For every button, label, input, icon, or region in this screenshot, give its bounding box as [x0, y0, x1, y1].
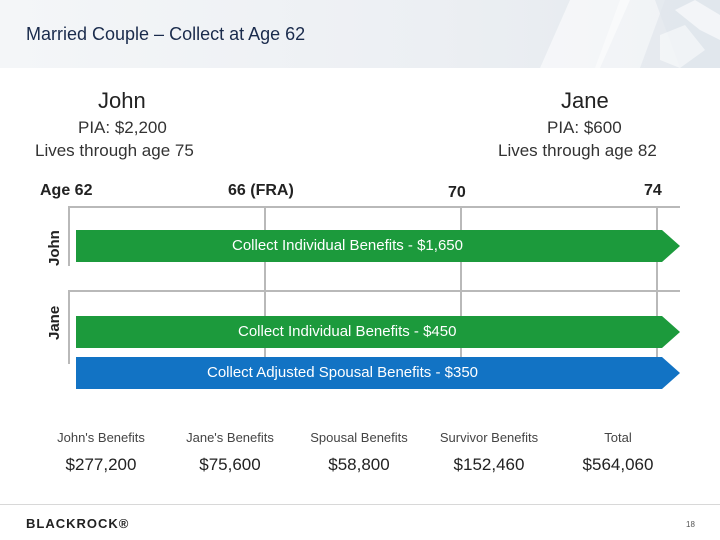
summary-value-spousal: $58,800: [328, 455, 390, 474]
summary-value-total: $564,060: [582, 455, 654, 474]
summary-value-john: $277,200: [65, 455, 137, 474]
summary-label-spousal: Spousal Benefits: [310, 430, 408, 445]
decorative-chevrons-graphic: [540, 0, 720, 68]
header-band: Married Couple – Collect at Age 62: [0, 0, 720, 68]
age-label-62: Age 62: [40, 182, 93, 199]
jane-name: Jane: [561, 88, 609, 113]
page-number: 18: [686, 520, 695, 529]
footer-divider: [0, 504, 720, 505]
tick-line-66: [264, 206, 266, 386]
blackrock-logo: BLACKROCK®: [26, 516, 130, 531]
age-label-66: 66 (FRA): [228, 182, 294, 199]
age-label-74: 74: [644, 182, 662, 199]
summary-label-total: Total: [604, 430, 632, 445]
summary-value-survivor: $152,460: [453, 455, 525, 474]
grid-line-top: [68, 206, 680, 208]
jane-lives: Lives through age 82: [498, 141, 657, 160]
tick-line-74: [656, 206, 658, 386]
row-label-john: John: [46, 230, 63, 266]
grid-line-john-start: [68, 208, 70, 266]
row-label-jane: Jane: [46, 305, 63, 340]
jane-individual-bar: Collect Individual Benefits - $450: [76, 316, 680, 348]
summary-label-survivor: Survivor Benefits: [439, 430, 539, 445]
tick-line-70: [460, 206, 462, 386]
summary-value-jane: $75,600: [199, 455, 261, 474]
grid-line-middle: [68, 290, 680, 292]
jane-spousal-bar: Collect Adjusted Spousal Benefits - $350: [76, 357, 680, 389]
john-benefit-bar-label: Collect Individual Benefits - $1,650: [232, 237, 463, 254]
page-title: Married Couple – Collect at Age 62: [26, 24, 306, 44]
jane-spousal-bar-label: Collect Adjusted Spousal Benefits - $350: [207, 364, 479, 381]
summary-label-john: John's Benefits: [57, 430, 145, 445]
john-name: John: [98, 88, 146, 113]
john-lives: Lives through age 75: [35, 141, 194, 160]
john-pia: PIA: $2,200: [78, 118, 167, 137]
summary-label-jane: Jane's Benefits: [186, 430, 274, 445]
john-benefit-bar: Collect Individual Benefits - $1,650: [76, 230, 680, 262]
jane-individual-bar-label: Collect Individual Benefits - $450: [238, 323, 457, 340]
jane-pia: PIA: $600: [547, 118, 622, 137]
grid-line-jane-start: [68, 290, 70, 364]
age-label-70: 70: [448, 184, 466, 201]
